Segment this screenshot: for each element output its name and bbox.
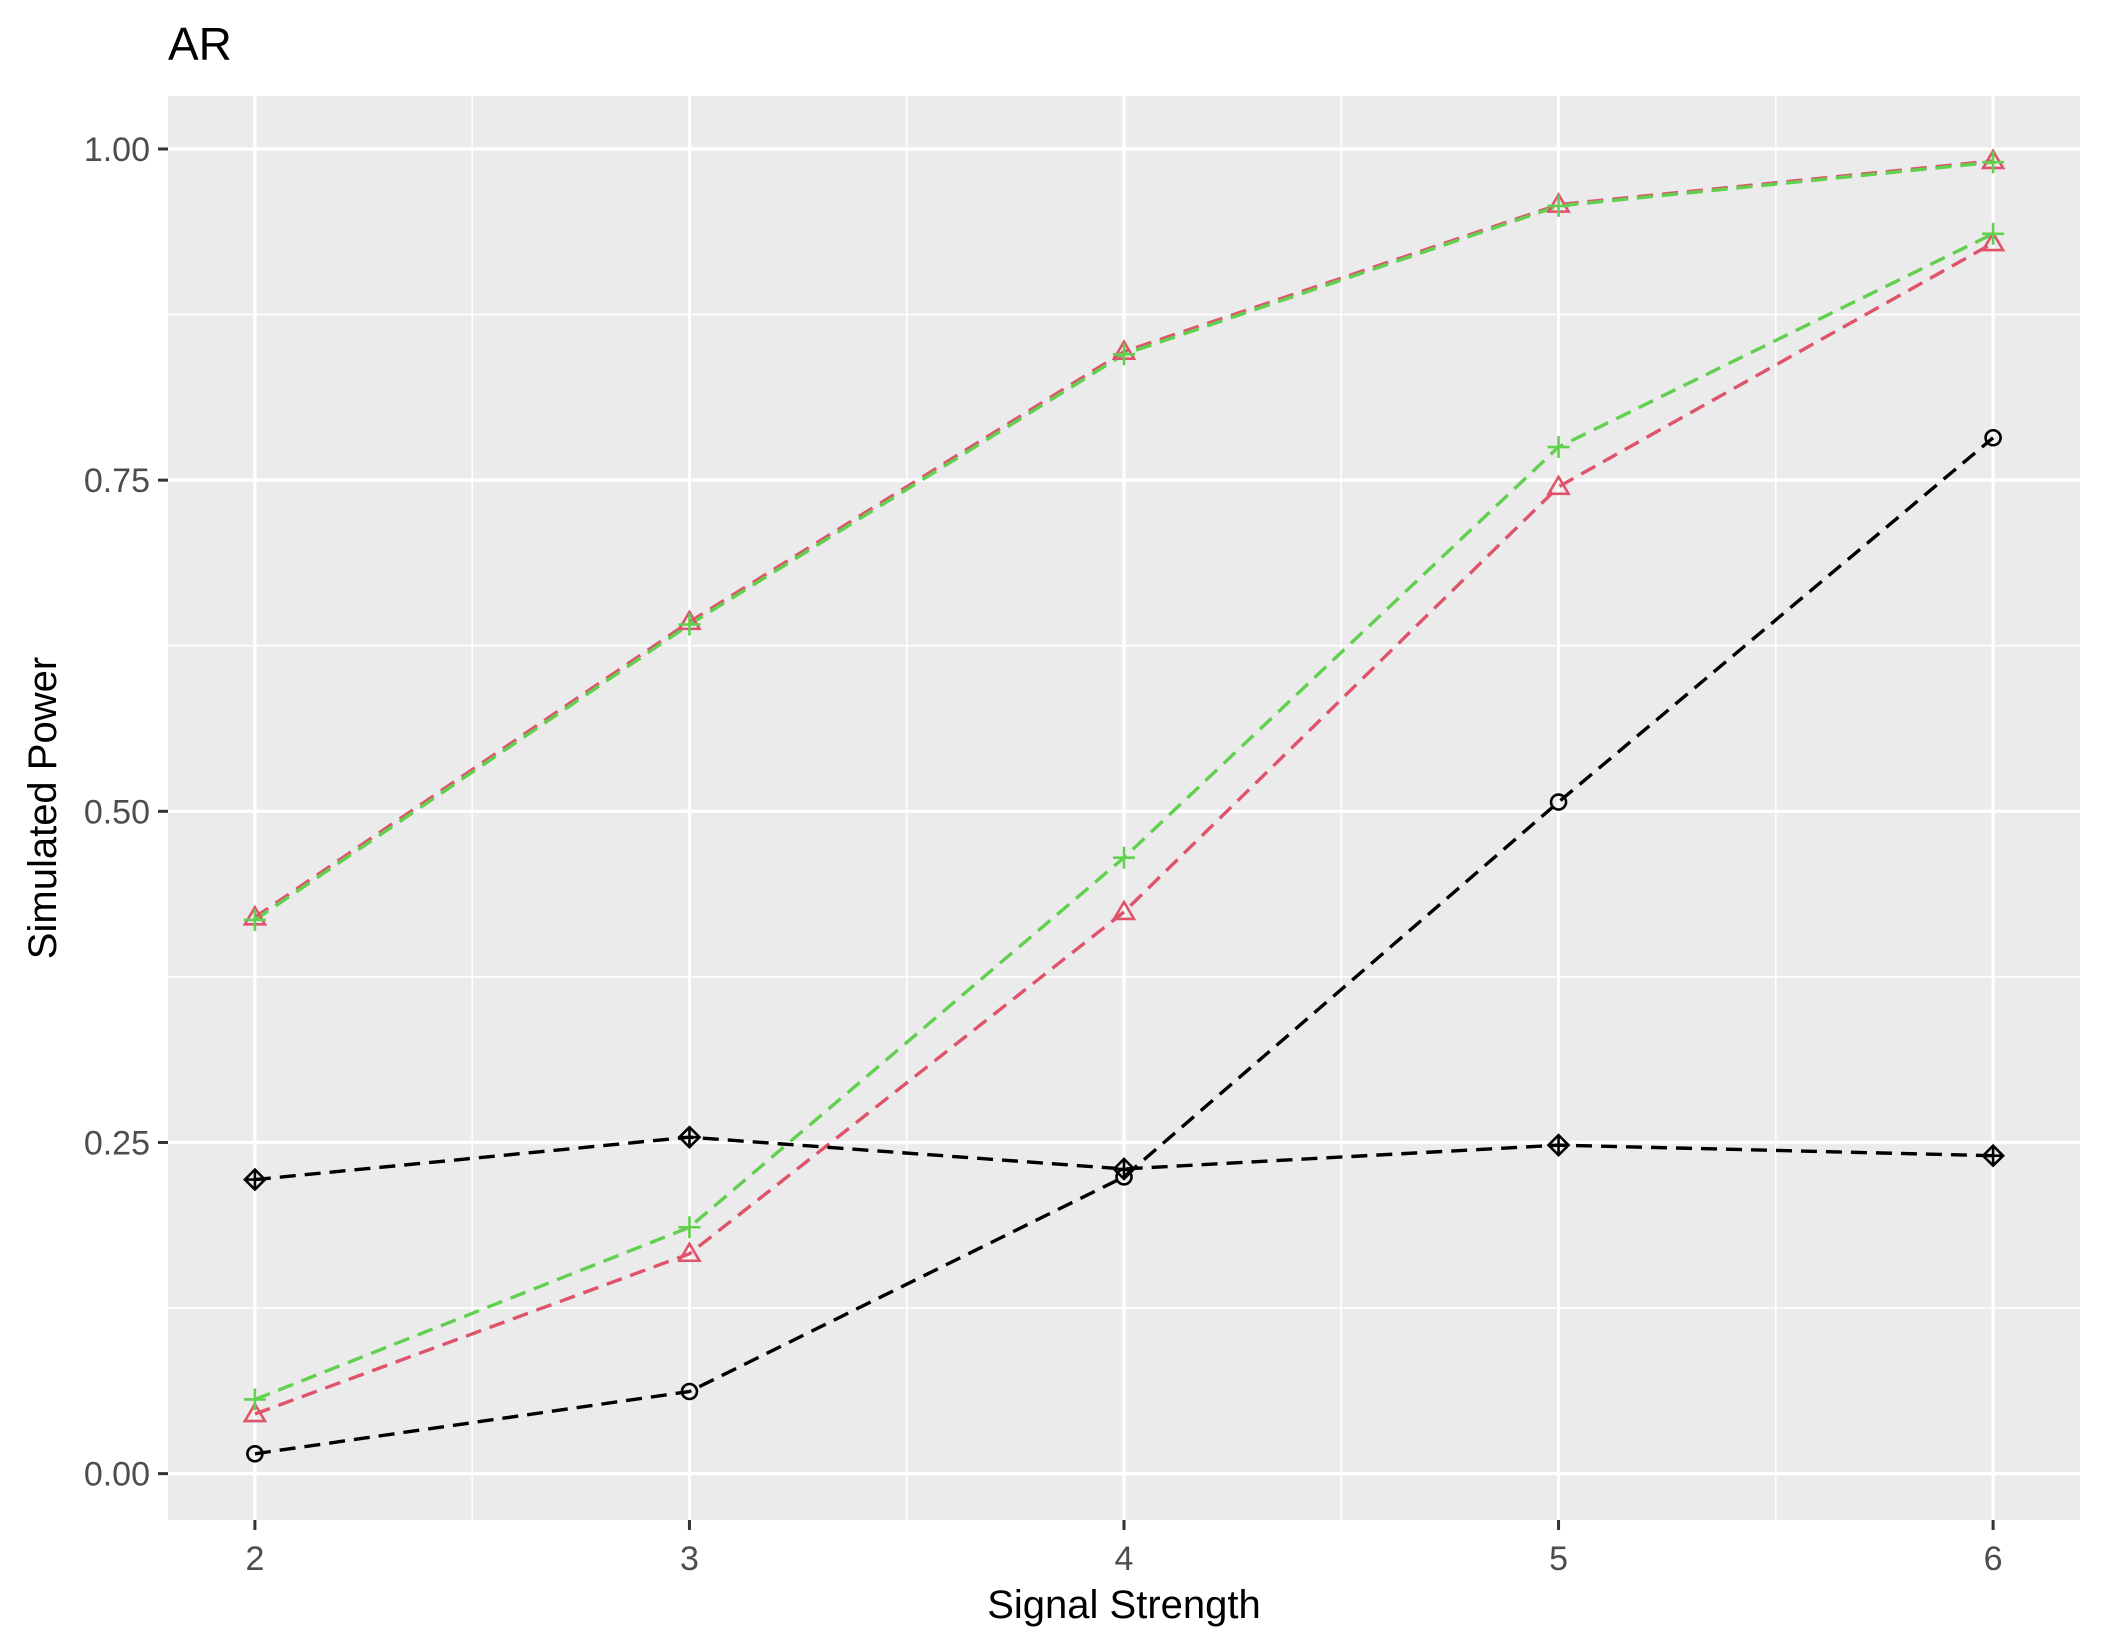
data-point-series-5	[246, 1444, 264, 1463]
data-point-series-3	[1980, 230, 2006, 252]
data-point-series-4	[243, 1388, 266, 1411]
data-point-series-5	[1549, 793, 1568, 811]
y-tick-label: 0.25	[84, 1124, 150, 1162]
data-point-series-2	[243, 908, 266, 931]
data-point-series-2	[1547, 194, 1570, 217]
data-point-series-6	[243, 1167, 267, 1192]
y-tick-label: 0.00	[84, 1456, 150, 1494]
y-tick-label: 0.75	[84, 462, 150, 500]
data-point-series-4	[1547, 436, 1570, 459]
data-point-series-5	[680, 1382, 699, 1401]
y-tick-label: 1.00	[84, 131, 150, 169]
data-point-series-6	[677, 1125, 702, 1150]
data-point-series-3	[1546, 474, 1571, 496]
y-axis-title: Simulated Power	[21, 657, 65, 959]
x-axis-title: Signal Strength	[987, 1583, 1261, 1627]
data-point-series-3	[242, 1401, 268, 1423]
series-points	[242, 148, 2006, 1463]
data-point-series-2	[1982, 151, 2005, 174]
data-point-series-2	[1113, 343, 1135, 366]
chart-title: AR	[168, 18, 232, 70]
series-line-5	[254, 436, 1995, 1456]
x-tick-label: 3	[680, 1540, 699, 1578]
data-point-series-6	[1981, 1143, 2005, 1168]
series-line-6	[254, 1135, 1994, 1182]
data-point-series-3	[1111, 899, 1137, 921]
axes: 0.00 0.25 0.50 0.75 1.00 2 3 4 5 6	[84, 131, 2003, 1578]
series-line-3	[254, 241, 1994, 1416]
x-tick-label: 4	[1115, 1540, 1134, 1578]
x-tick-label: 6	[1984, 1540, 2003, 1578]
x-tick-label: 5	[1549, 1540, 1568, 1578]
major-gridlines	[168, 96, 2080, 1520]
data-point-series-6	[1546, 1133, 1571, 1157]
data-point-series-4	[1113, 846, 1135, 869]
data-point-series-3	[677, 1241, 702, 1263]
data-point-series-4	[678, 1216, 701, 1239]
data-point-series-2	[678, 613, 701, 636]
x-tick-label: 2	[245, 1540, 264, 1578]
y-tick-label: 0.50	[84, 793, 150, 831]
data-point-series-6	[1112, 1157, 1136, 1181]
data-point-series-4	[1982, 222, 2005, 245]
data-point-series-5	[1984, 428, 2002, 447]
